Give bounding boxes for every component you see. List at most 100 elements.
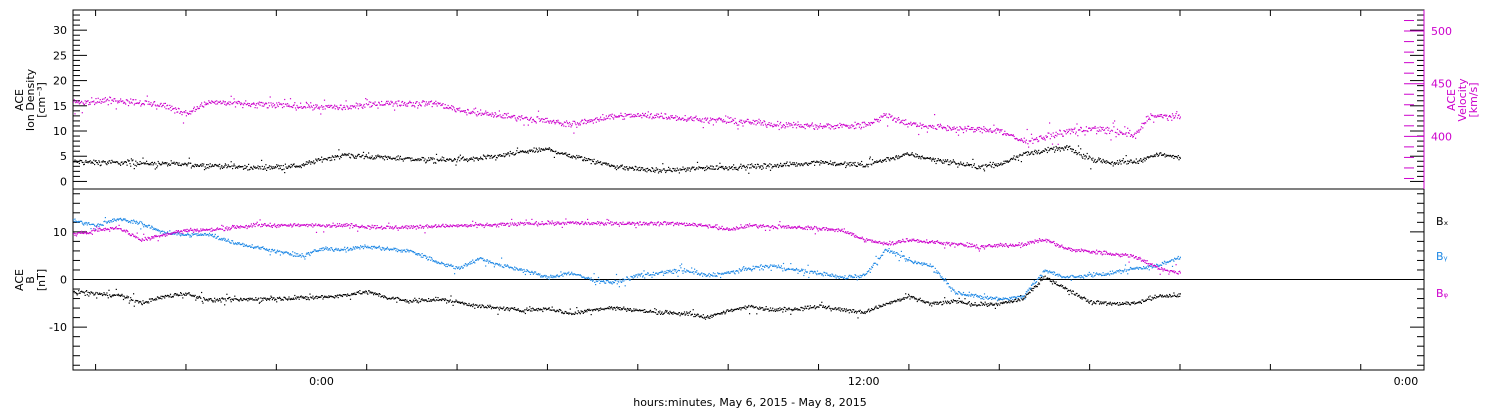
field-point-0 [493, 307, 495, 309]
density-point [168, 163, 170, 165]
velocity-point [1161, 114, 1163, 116]
velocity-point [589, 121, 592, 123]
density-point [737, 169, 739, 171]
density-point [235, 166, 237, 168]
density-point [531, 149, 533, 151]
field-point-1 [192, 234, 194, 236]
velocity-point [584, 119, 586, 122]
field-point-0 [921, 300, 923, 302]
density-point [749, 167, 751, 169]
field-point-0 [544, 307, 546, 309]
density-point [832, 164, 834, 166]
density-point [703, 167, 705, 169]
density-point [795, 165, 797, 167]
field-point-0 [1076, 292, 1078, 295]
field-point-0 [703, 317, 705, 319]
velocity-point [923, 125, 926, 128]
density-point [299, 165, 301, 167]
density-point [485, 158, 487, 160]
density-point [1004, 160, 1007, 162]
density-point [537, 151, 539, 153]
field-point-0 [75, 293, 78, 295]
field-point-0 [893, 300, 895, 302]
velocity-point [801, 126, 803, 128]
field-point-1 [179, 234, 181, 236]
density-point [306, 163, 308, 165]
field-point-0 [873, 308, 875, 311]
density-point [187, 162, 190, 164]
field-point-0 [1123, 302, 1125, 305]
field-point-0 [499, 306, 501, 308]
field-point-1 [216, 237, 218, 239]
density-point [1134, 161, 1136, 163]
velocity-point [321, 105, 323, 107]
density-point [503, 153, 505, 155]
field-point-0 [993, 304, 995, 306]
field-point-0 [810, 307, 812, 309]
field-point-0 [609, 308, 611, 310]
field-point-0 [501, 308, 503, 310]
velocity-point [1068, 128, 1070, 130]
velocity-point [310, 102, 312, 104]
field-point-0 [936, 303, 938, 305]
density-point [127, 159, 129, 161]
velocity-point [1137, 131, 1139, 133]
field-point-0 [572, 313, 574, 315]
density-point [682, 166, 684, 168]
field-point-1 [223, 237, 225, 239]
velocity-point [325, 105, 327, 107]
field-point-0 [464, 302, 466, 305]
field-point-0 [403, 299, 405, 301]
density-point [500, 155, 502, 157]
field-point-0 [117, 293, 119, 295]
velocity-point [234, 101, 236, 103]
density-point [1170, 155, 1172, 157]
field-point-1 [138, 222, 140, 224]
density-point [957, 162, 960, 164]
velocity-point [342, 107, 344, 109]
velocity-point [365, 98, 367, 100]
velocity-point [623, 116, 625, 118]
field-point-0 [1028, 292, 1030, 294]
velocity-point [341, 109, 344, 111]
velocity-point [300, 106, 302, 108]
velocity-point [524, 117, 526, 119]
density-point [298, 166, 300, 168]
density-point [193, 166, 195, 168]
field-point-0 [295, 298, 297, 300]
velocity-point [1075, 131, 1077, 133]
field-point-0 [459, 301, 461, 303]
velocity-point [1150, 114, 1153, 117]
field-point-0 [884, 304, 886, 306]
density-point [840, 162, 842, 165]
field-point-0 [300, 295, 302, 297]
velocity-point [1172, 115, 1174, 117]
density-point [745, 169, 747, 171]
velocity-point [937, 124, 939, 126]
velocity-point [372, 102, 374, 104]
field-point-0 [1057, 284, 1059, 286]
field-point-0 [750, 305, 752, 307]
field-point-1 [205, 234, 207, 236]
velocity-point [976, 127, 978, 129]
field-point-0 [959, 300, 961, 302]
field-point-0 [338, 294, 340, 296]
field-point-0 [331, 296, 333, 298]
velocity-point [1036, 139, 1038, 141]
velocity-point [1061, 133, 1063, 135]
velocity-point [557, 119, 559, 121]
field-point-0 [379, 293, 381, 295]
density-point [159, 164, 161, 166]
field-point-0 [1089, 300, 1091, 303]
field-point-0 [838, 309, 840, 311]
velocity-point [459, 107, 461, 109]
field-point-0 [1114, 302, 1116, 304]
density-point [927, 157, 929, 159]
velocity-point [335, 105, 337, 107]
density-point [596, 162, 598, 164]
density-point [938, 159, 940, 161]
velocity-point [188, 112, 190, 115]
field-point-0 [183, 293, 185, 296]
velocity-point [73, 101, 75, 103]
